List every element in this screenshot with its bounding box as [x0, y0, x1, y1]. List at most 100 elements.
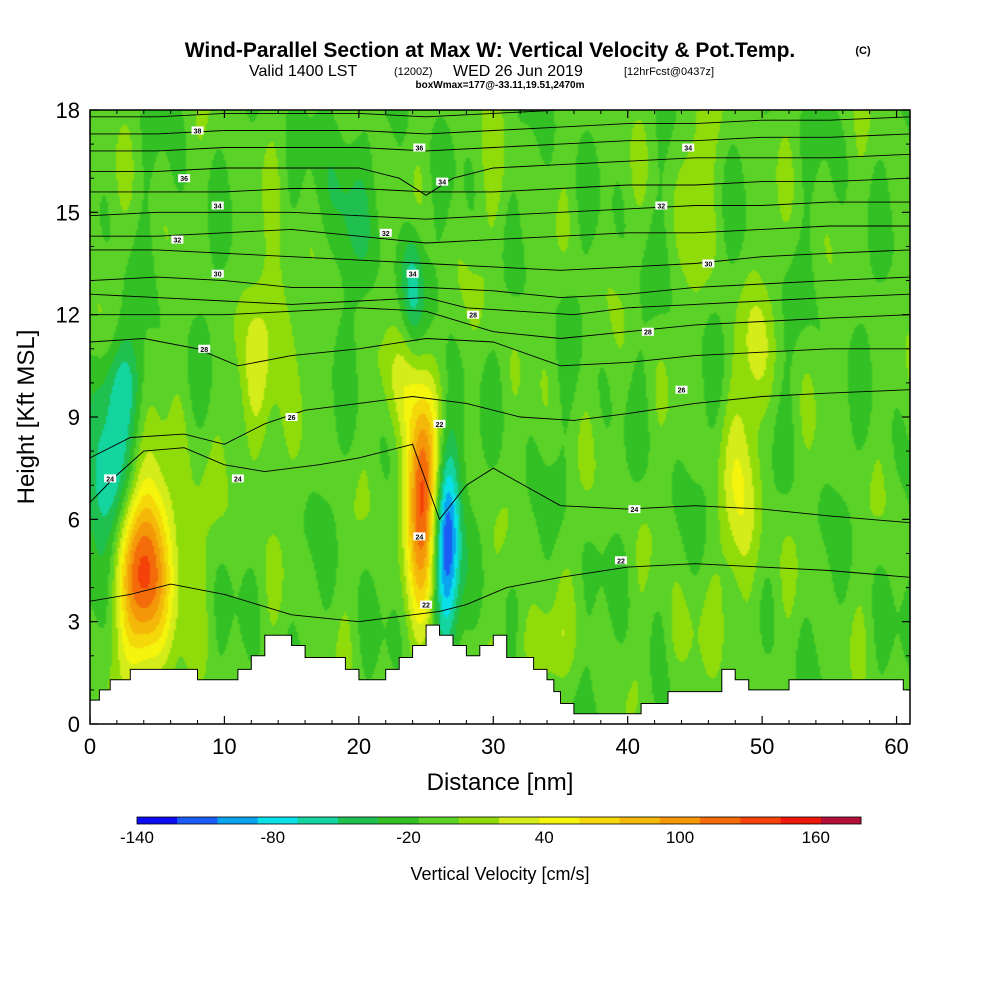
forecast-info: [12hrFcst@0437z] [624, 66, 714, 78]
theta-contour-label: 28 [467, 310, 480, 320]
contour-label-text: 26 [288, 415, 296, 422]
y-axis-label: Height [Kft MSL] [13, 330, 40, 505]
theta-contour-4 [90, 307, 910, 339]
colorbar-label: Vertical Velocity [cm/s] [410, 864, 589, 884]
x-tick-label: 20 [347, 734, 371, 759]
contour-label-bg [675, 385, 688, 394]
contour-label-bg [191, 126, 204, 135]
theta-contour-label: 22 [614, 556, 627, 565]
theta-contour-label: 36 [413, 143, 426, 153]
contour-label-text: 24 [234, 476, 242, 483]
valid-prefix: Valid 1400 LST [249, 63, 357, 80]
y-tick-label: 15 [56, 200, 80, 225]
colorbar-tick-label: 100 [666, 828, 694, 847]
contour-label-text: 24 [415, 534, 423, 541]
theta-contour-label: 24 [231, 474, 244, 483]
theta-contour-0 [90, 563, 910, 623]
colorbar-swatch [780, 817, 822, 824]
x-axis-label: Distance [nm] [427, 769, 574, 796]
contour-label-text: 32 [382, 231, 390, 238]
valid-date: WED 26 Jun 2019 [453, 63, 583, 80]
colorbar-swatch [137, 817, 178, 824]
contour-label-text: 34 [409, 272, 417, 279]
chart-title: Wind-Parallel Section at Max W: Vertical… [185, 39, 796, 62]
contour-label-text: 22 [422, 603, 430, 610]
colorbar-swatch [700, 817, 741, 824]
colorbar-swatch [539, 817, 580, 824]
contour-label-bg [285, 413, 298, 421]
y-tick-label: 0 [68, 712, 80, 737]
contour-label-bg [198, 344, 211, 353]
y-tick-label: 6 [68, 507, 80, 532]
contour-label-bg [104, 474, 117, 483]
x-tick-label: 10 [212, 734, 236, 759]
contour-label-text: 24 [106, 476, 114, 483]
theta-contour-label: 22 [420, 600, 433, 610]
colorbar-swatch [418, 817, 460, 824]
colorbar-tick-label: -20 [396, 828, 421, 847]
x-tick-label: 50 [750, 734, 774, 759]
contour-label-bg [467, 310, 480, 319]
theta-contour-label: 24 [104, 474, 117, 483]
colorbar-swatch [499, 817, 540, 824]
theta-contour-5 [90, 276, 910, 299]
contour-label-text: 32 [173, 238, 181, 245]
theta-contour-label: 38 [191, 126, 204, 135]
contour-label-bg [641, 327, 654, 336]
colorbar-swatch [820, 817, 862, 824]
contour-label-text: 38 [194, 128, 202, 135]
theta-contour-9 [90, 201, 910, 220]
colorbar-swatch [217, 817, 259, 824]
contour-label-text: 22 [436, 422, 444, 429]
colorbar-swatch [378, 817, 419, 824]
colorbar-tick-label: 160 [802, 828, 830, 847]
contour-label-text: 26 [678, 388, 686, 395]
theta-contour-12 [90, 133, 910, 152]
theta-contour-1 [90, 443, 910, 524]
contour-label-bg [171, 235, 184, 244]
colorbar-swatch [257, 817, 299, 824]
theta-contour-label: 22 [433, 419, 446, 429]
contour-label-bg [231, 474, 244, 483]
theta-contour-label: 24 [413, 532, 426, 541]
y-tick-label: 9 [68, 405, 80, 430]
contour-label-bg [614, 556, 627, 565]
colorbar: -140 -80 -20 40 100 160 [120, 816, 862, 847]
colorbar-swatch [338, 817, 379, 824]
theta-contour-label: 34 [682, 143, 695, 153]
theta-contour-label: 28 [641, 327, 654, 337]
contour-label-bg [413, 143, 426, 152]
contour-label-bg [628, 505, 641, 514]
colorbar-tick-label: 40 [535, 828, 554, 847]
colorbar-swatch [297, 817, 339, 824]
theta-contour-label: 30 [211, 269, 224, 279]
contour-label-bg [413, 532, 426, 541]
theta-contour-10 [90, 177, 910, 193]
contour-label-text: 34 [684, 146, 692, 153]
theta-contour-7 [90, 249, 910, 271]
colorbar-tick-label: -80 [260, 828, 285, 847]
contour-label-bg [406, 269, 419, 278]
contour-label-text: 22 [617, 558, 625, 565]
colorbar-swatch [579, 817, 621, 824]
colorbar-tick-label: -140 [120, 828, 154, 847]
contour-label-bg [379, 228, 392, 237]
theta-contour-13 [90, 116, 910, 135]
contour-label-text: 32 [657, 204, 665, 211]
y-tick-label: 3 [68, 610, 80, 635]
valid-z: (1200Z) [394, 66, 433, 78]
theta-contour-label: 32 [379, 228, 392, 238]
contour-label-text: 36 [180, 176, 188, 183]
theta-contour-8 [90, 225, 910, 244]
contour-label-text: 24 [631, 507, 639, 514]
theta-contour-label: 36 [178, 174, 191, 183]
contour-label-text: 30 [214, 272, 222, 279]
theta-contour-label: 26 [285, 413, 298, 422]
contour-label-bg [655, 201, 668, 210]
contour-label-text: 34 [438, 180, 446, 187]
x-tick-label: 0 [84, 734, 96, 759]
colorbar-frame [136, 816, 862, 825]
contour-label-bg [436, 177, 449, 186]
